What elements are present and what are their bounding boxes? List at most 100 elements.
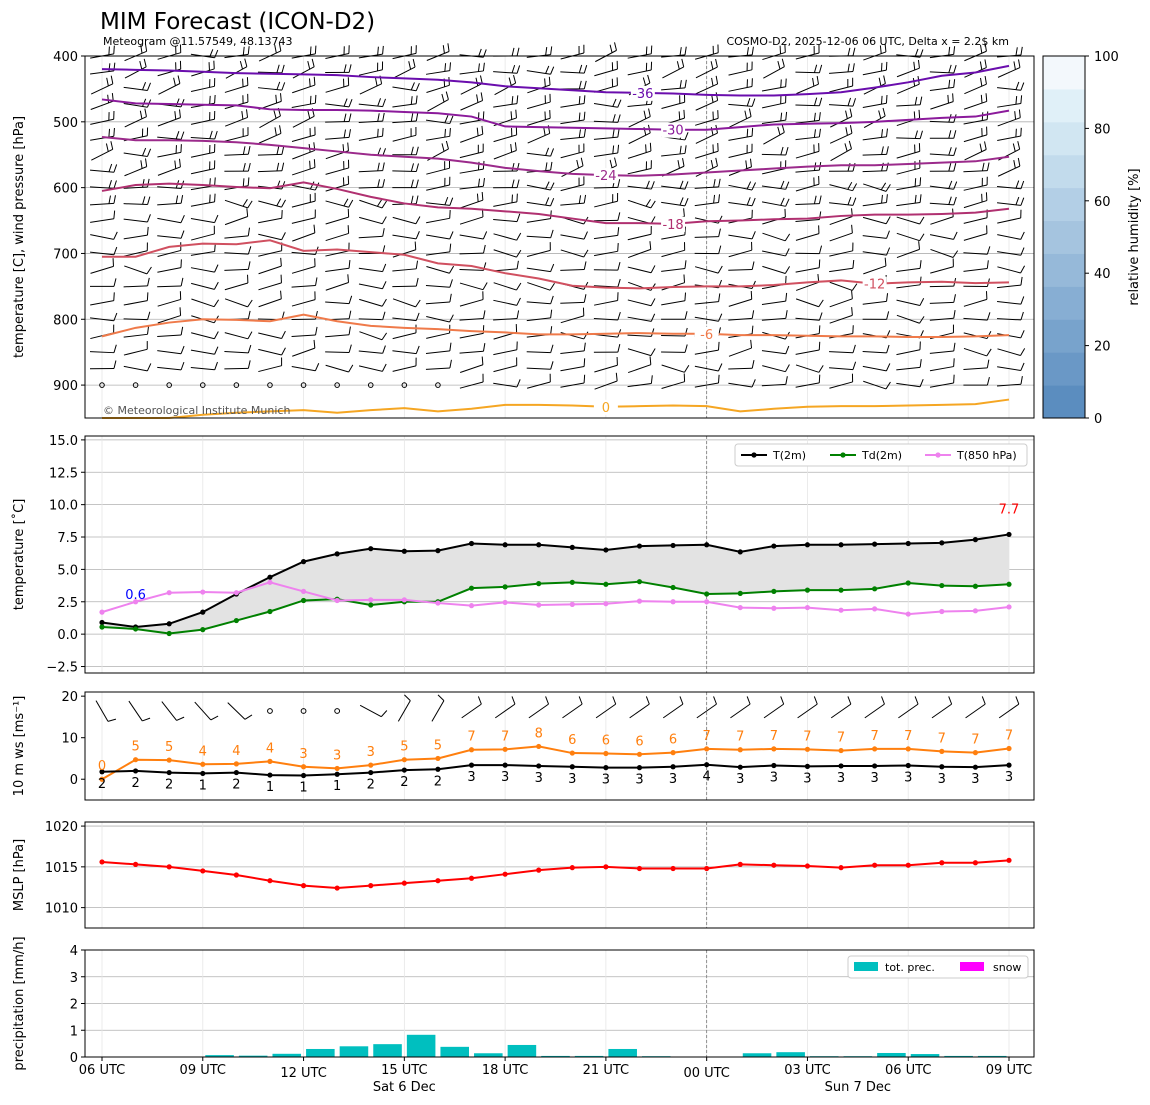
wind-barb-feather — [583, 65, 588, 74]
x-tick-label: 18 UTC — [482, 1063, 528, 1078]
wind-barb-feather — [274, 44, 277, 54]
wind-barb — [896, 194, 922, 207]
min-temp-label: 0.6 — [125, 588, 146, 603]
wind-barb-feather — [281, 82, 286, 91]
wind-barb — [898, 696, 919, 719]
wind-barb-feather — [442, 45, 445, 54]
wind-barb-staff — [963, 100, 987, 110]
wind-barb-staff — [560, 249, 584, 258]
wind-barb — [560, 294, 587, 304]
wind-barb-feather — [710, 159, 714, 169]
t850-line-point — [401, 597, 407, 603]
wind-barb — [695, 142, 719, 159]
wind-barb-feather — [614, 42, 617, 51]
wind-barb-staff — [628, 248, 651, 259]
wind-barb-feather — [919, 194, 922, 203]
wind-barb-feather — [214, 214, 219, 223]
wind-barb — [593, 144, 620, 157]
wind-barb-staff — [191, 233, 215, 241]
wind-barb-staff — [997, 185, 1021, 190]
colorbar-band — [1043, 88, 1085, 123]
wind-barb-feather — [986, 126, 988, 135]
wind-barb-feather — [886, 146, 889, 155]
y-axis-label: MSLP [hPa] — [12, 839, 27, 911]
wind-barb — [90, 258, 114, 274]
wind-barb — [123, 277, 150, 288]
wind-barb-feather — [511, 696, 516, 705]
calm-wind-marker — [300, 708, 307, 714]
wind-barb-feather — [643, 110, 647, 119]
wind-barb — [258, 290, 282, 308]
wind-barb-feather — [381, 216, 387, 224]
wind-barb-feather — [516, 65, 521, 74]
wind-barb-feather — [449, 128, 451, 137]
wind-barb-feather — [179, 60, 182, 70]
t2m-line-point — [704, 542, 710, 548]
wind-barb-feather — [180, 361, 185, 371]
t850-line-point — [704, 599, 710, 605]
wind-barb-feather — [180, 214, 185, 223]
wind-barb-staff — [997, 348, 1021, 357]
wind-barb-feather — [851, 373, 854, 382]
wind-speed-value-label: 3 — [501, 770, 509, 785]
wind-barb-feather — [583, 231, 588, 240]
wind-barb-feather — [142, 147, 147, 156]
wind-barb-feather — [852, 325, 854, 334]
wind-barb-feather — [852, 98, 856, 107]
wind-barb-feather — [214, 94, 216, 104]
wind-barb-feather — [210, 715, 219, 721]
wind-barb-staff — [459, 252, 484, 255]
wind-barb — [359, 331, 388, 341]
wind-barb-feather — [718, 194, 720, 203]
wind-barb — [493, 64, 521, 74]
wind-barb — [595, 696, 617, 719]
wind-barb-staff — [593, 234, 618, 240]
wind-barb — [191, 331, 219, 340]
wind-barb — [661, 292, 687, 306]
wind-barb-feather — [979, 61, 983, 70]
wind-barb-feather — [884, 43, 887, 52]
wind-barb — [291, 159, 316, 176]
wind-speed-point — [166, 769, 172, 776]
mslp-point — [804, 863, 811, 869]
wind-barb-feather — [113, 45, 115, 54]
wind-barb — [593, 98, 622, 108]
mslp-point — [771, 862, 777, 868]
wind-barb-feather — [1015, 696, 1020, 705]
wind-barb — [795, 143, 820, 159]
wind-barb — [325, 225, 350, 242]
wind-barb — [425, 342, 452, 354]
wind-barb-feather — [785, 181, 790, 190]
wind-barb-feather — [852, 242, 854, 251]
wind-barb-feather — [113, 312, 118, 321]
wind-barb-feather — [482, 373, 484, 383]
wind-barb-feather — [582, 307, 585, 316]
wind-barb-feather — [214, 131, 218, 140]
wind-barb — [661, 260, 687, 272]
wind-barb-staff — [291, 285, 316, 288]
td2m-line-point — [603, 581, 609, 587]
calm-wind-marker — [401, 382, 408, 388]
wind-barb-staff — [325, 267, 350, 273]
wind-barb — [90, 75, 114, 95]
wind-barb-feather — [175, 145, 177, 154]
wind-barb-staff — [425, 202, 450, 206]
wind-barb — [896, 359, 922, 371]
wind-barb-feather — [751, 209, 753, 219]
wind-barb-staff — [393, 66, 416, 79]
wind-barb — [762, 232, 791, 242]
wind-barb-feather — [550, 198, 555, 207]
wind-barb — [460, 92, 484, 111]
t850-line-point — [972, 608, 979, 614]
wind-barb — [224, 331, 253, 340]
isotherm-label: -36 — [632, 87, 653, 102]
wind-barb-feather — [1017, 157, 1021, 167]
wind-barb-feather — [1015, 81, 1020, 90]
isotherm-label-bg — [694, 326, 719, 342]
wind-barb — [124, 158, 148, 177]
wind-barb-feather — [914, 144, 916, 153]
wind-barb-feather — [919, 233, 925, 241]
wind-barb-staff — [629, 703, 650, 719]
gust-value-label: 7 — [501, 729, 509, 744]
wind-barb-feather — [881, 194, 883, 204]
